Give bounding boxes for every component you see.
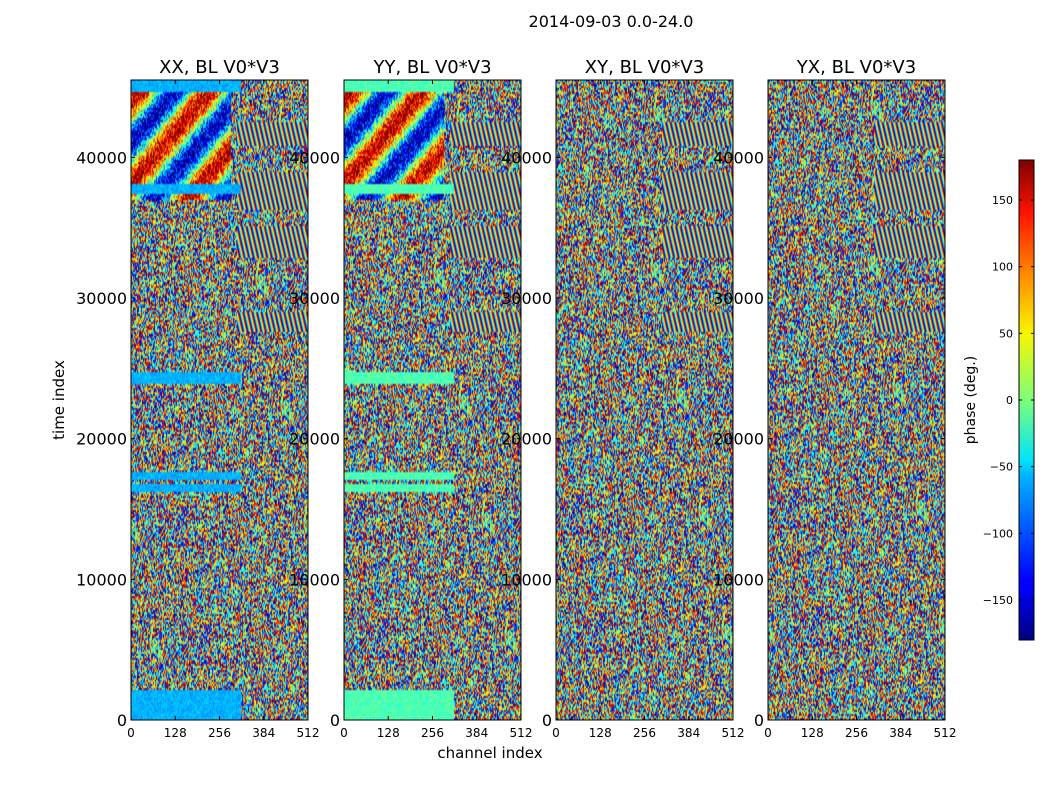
y-tick-label: 10000 bbox=[501, 570, 552, 589]
colorbar-tick-label: −150 bbox=[983, 594, 1013, 607]
x-tick-label: 384 bbox=[465, 726, 488, 740]
y-tick-label: 40000 bbox=[501, 148, 552, 167]
phase-heatmap-yx bbox=[768, 80, 945, 720]
y-tick-label: 0 bbox=[330, 711, 340, 730]
y-tick-label: 0 bbox=[754, 711, 764, 730]
x-tick-label: 512 bbox=[934, 726, 957, 740]
y-tick-label: 40000 bbox=[289, 148, 340, 167]
panel-title: YX, BL V0*V3 bbox=[796, 57, 916, 78]
x-tick-label: 0 bbox=[764, 726, 772, 740]
x-tick-label: 0 bbox=[552, 726, 560, 740]
panel-title: YY, BL V0*V3 bbox=[372, 57, 491, 78]
y-tick-label: 10000 bbox=[76, 570, 127, 589]
panel-title: XY, BL V0*V3 bbox=[585, 57, 704, 78]
colorbar-tick-label: −100 bbox=[983, 527, 1013, 540]
y-tick-label: 10000 bbox=[713, 570, 764, 589]
y-tick-label: 30000 bbox=[289, 289, 340, 308]
x-axis-label: channel index bbox=[437, 744, 542, 762]
x-tick-label: 512 bbox=[510, 726, 533, 740]
colorbar-tick-label: 0 bbox=[1006, 394, 1013, 407]
y-tick-label: 40000 bbox=[713, 148, 764, 167]
x-tick-label: 128 bbox=[589, 726, 612, 740]
x-tick-label: 128 bbox=[164, 726, 187, 740]
x-tick-label: 0 bbox=[127, 726, 135, 740]
panel-yx: YX, BL V0*V3 0 128 256 384 512 0 10000 20000 3000… bbox=[713, 57, 956, 740]
panel-xy: XY, BL V0*V3 0 128 256 384 512 0 10000 20000 3000… bbox=[501, 57, 744, 740]
panel-xx: XX, BL V0*V3 0 128 256 384 512 0 10000 20000 3000… bbox=[76, 57, 319, 740]
y-tick-label: 20000 bbox=[76, 430, 127, 449]
x-tick-label: 384 bbox=[889, 726, 912, 740]
colorbar-label: phase (deg.) bbox=[963, 356, 979, 444]
y-tick-label: 20000 bbox=[713, 430, 764, 449]
x-tick-label: 128 bbox=[377, 726, 400, 740]
panel-title: XX, BL V0*V3 bbox=[159, 57, 280, 78]
x-tick-label: 256 bbox=[845, 726, 868, 740]
y-tick-label: 0 bbox=[117, 711, 127, 730]
y-tick-label: 30000 bbox=[76, 289, 127, 308]
y-tick-label: 20000 bbox=[289, 430, 340, 449]
colorbar-tick-label: −50 bbox=[990, 461, 1013, 474]
y-tick-label: 30000 bbox=[713, 289, 764, 308]
y-tick-label: 20000 bbox=[501, 430, 552, 449]
x-tick-label: 512 bbox=[722, 726, 745, 740]
phase-heatmap-xx bbox=[131, 80, 308, 720]
x-tick-label: 256 bbox=[421, 726, 444, 740]
y-tick-label: 0 bbox=[542, 711, 552, 730]
y-tick-label: 10000 bbox=[289, 570, 340, 589]
colorbar-tick-label: 50 bbox=[999, 327, 1013, 340]
y-tick-label: 40000 bbox=[76, 148, 127, 167]
y-axis-label: time index bbox=[50, 360, 68, 440]
x-tick-label: 384 bbox=[252, 726, 275, 740]
panel-yy: YY, BL V0*V3 0 128 256 384 512 0 10000 20000 3000… bbox=[289, 57, 532, 740]
phase-heatmap-xy bbox=[556, 80, 733, 720]
x-tick-label: 0 bbox=[340, 726, 348, 740]
x-tick-label: 256 bbox=[633, 726, 656, 740]
colorbar-tick-label: 100 bbox=[992, 261, 1013, 274]
colorbar-tick-label: 150 bbox=[992, 194, 1013, 207]
x-tick-label: 384 bbox=[677, 726, 700, 740]
figure-title: 2014-09-03 0.0-24.0 bbox=[528, 12, 694, 31]
x-tick-label: 256 bbox=[208, 726, 231, 740]
y-tick-label: 30000 bbox=[501, 289, 552, 308]
x-tick-label: 128 bbox=[801, 726, 824, 740]
x-tick-label: 512 bbox=[297, 726, 320, 740]
phase-heatmap-yy bbox=[344, 80, 521, 720]
